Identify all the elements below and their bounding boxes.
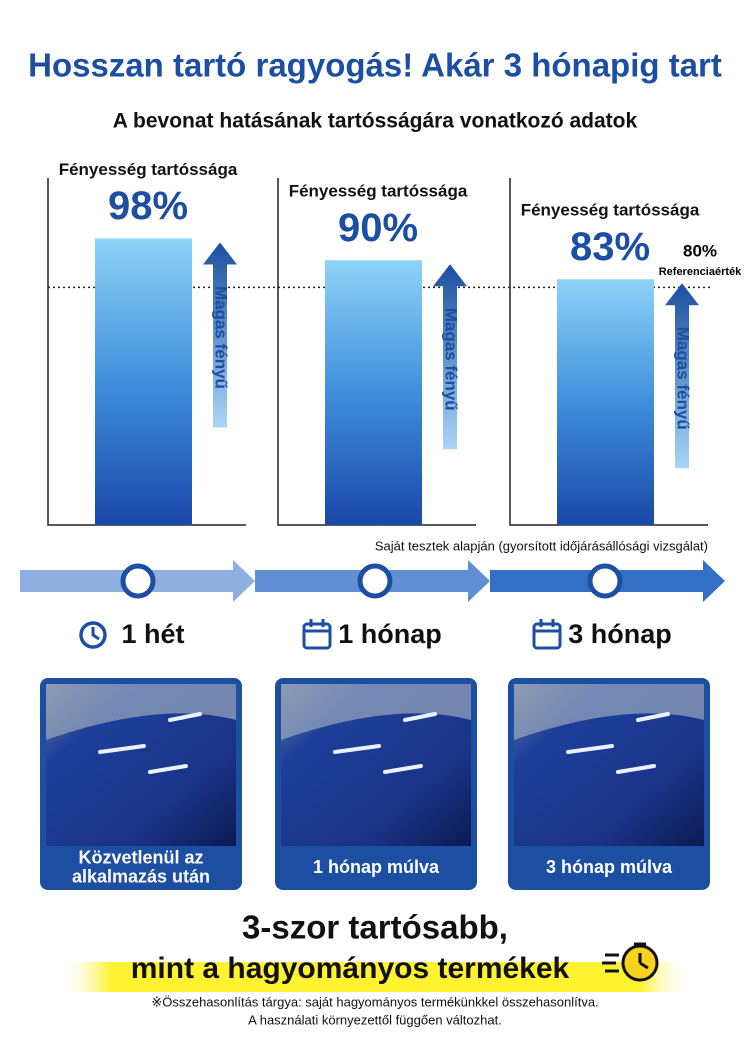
reflection	[383, 764, 423, 774]
bar-label: Fényesség tartóssága	[59, 160, 238, 179]
period-label: 1 hónap	[338, 619, 442, 649]
clock-icon	[91, 627, 100, 641]
reflection	[98, 744, 146, 754]
calendar-icon	[304, 619, 330, 633]
up-arrow	[665, 283, 699, 469]
bar	[95, 238, 192, 525]
reference-name: Referenciaérték	[659, 266, 742, 278]
headline: mint a hagyományos termékek	[131, 952, 570, 985]
photo-caption: Közvetlenül az	[78, 847, 203, 867]
footnote: A használati környezettől függően változ…	[248, 1012, 502, 1027]
reflection	[566, 744, 614, 754]
timeline-node	[587, 563, 623, 599]
period-label: 3 hónap	[568, 619, 672, 649]
bar	[557, 279, 654, 525]
arrow-label: Magas fényű	[442, 308, 461, 411]
up-arrow	[203, 242, 237, 428]
bar-label: Fényesség tartóssága	[289, 182, 468, 201]
subtitle: A bevonat hatásának tartósságára vonatko…	[113, 110, 638, 133]
reflection	[636, 712, 670, 722]
source-note: Saját tesztek alapján (gyorsított időjár…	[375, 538, 708, 553]
windshield	[46, 684, 236, 740]
photo-caption: 3 hónap múlva	[546, 857, 673, 877]
timeline-node	[357, 563, 393, 599]
reflection	[403, 712, 437, 722]
title: Hosszan tartó ragyogás! Akár 3 hónapig t…	[28, 47, 722, 84]
windshield	[281, 684, 471, 740]
arrow-label: Magas fényű	[212, 286, 231, 389]
bar	[325, 260, 422, 525]
reflection	[148, 764, 188, 774]
calendar-icon	[534, 619, 560, 633]
timeline-node	[120, 563, 156, 599]
headline: 3-szor tartósabb,	[242, 909, 508, 946]
reflection	[168, 712, 202, 722]
arrow-label: Magas fényű	[674, 327, 693, 430]
reference-label: 80%	[683, 241, 717, 260]
photo-caption: 1 hónap múlva	[313, 857, 440, 877]
photo-caption: alkalmazás után	[72, 866, 210, 886]
calendar-icon	[532, 622, 562, 650]
period-label: 1 hét	[121, 619, 184, 649]
value-label: 98%	[108, 184, 188, 228]
calendar-icon	[302, 622, 332, 650]
clock-icon	[79, 621, 107, 649]
value-label: 90%	[338, 206, 418, 250]
stopwatch-icon	[602, 942, 659, 982]
windshield	[514, 684, 704, 740]
value-label: 83%	[570, 225, 650, 269]
highlight	[60, 962, 690, 992]
reflection	[616, 764, 656, 774]
footnote: ※Összehasonlítás tárgya: saját hagyomány…	[151, 994, 598, 1009]
reflection	[333, 744, 381, 754]
up-arrow	[433, 264, 467, 450]
bar-label: Fényesség tartóssága	[521, 201, 700, 220]
